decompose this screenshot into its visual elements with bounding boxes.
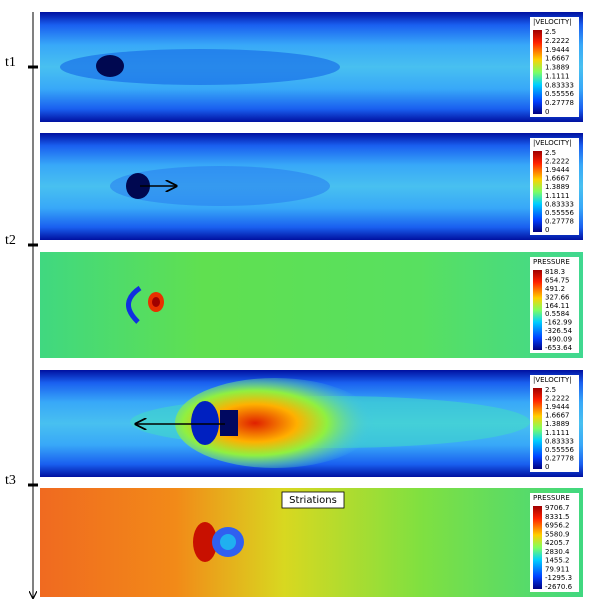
legend-tick: 0.27778 — [545, 454, 574, 462]
legend-tick: 0.27778 — [545, 217, 574, 225]
legend-tick: 79.911 — [545, 565, 570, 573]
legend-tick: 1.9444 — [545, 166, 570, 174]
time-label: t3 — [5, 473, 16, 488]
legend-tick: 0.83333 — [545, 437, 574, 445]
legend-tick: -653.64 — [545, 344, 573, 352]
legend-tick: 2.5 — [545, 386, 556, 394]
legend-tick: 1.3889 — [545, 64, 570, 72]
panel-2 — [40, 133, 583, 240]
legend-tick: 1.3889 — [545, 420, 570, 428]
legend-tick: 2.2222 — [545, 395, 570, 403]
legend-tick: -1295.3 — [545, 574, 572, 582]
time-tick — [28, 65, 38, 69]
annotation: Striations — [289, 495, 337, 506]
colorbar — [533, 506, 542, 589]
legend-tick: 1.9444 — [545, 403, 570, 411]
legend-tick: 9706.7 — [545, 504, 570, 512]
legend-title: |VELOCITY| — [533, 376, 572, 384]
legend-tick: 6956.2 — [545, 522, 570, 530]
legend-tick: -162.99 — [545, 319, 572, 327]
colorbar — [533, 151, 542, 232]
legend-title: PRESSURE — [533, 494, 570, 502]
legend-tick: 164.11 — [545, 302, 570, 310]
legend-tick: 2.2222 — [545, 37, 570, 45]
legend-tick: 8331.5 — [545, 513, 570, 521]
legend-tick: -326.54 — [545, 327, 573, 335]
legend-tick: -490.09 — [545, 336, 572, 344]
legend-tick: 491.2 — [545, 285, 565, 293]
panel-4 — [40, 370, 583, 477]
legend-tick: 654.75 — [545, 276, 570, 284]
legend-tick: 1.9444 — [545, 46, 570, 54]
legend-tick: 2.5 — [545, 149, 556, 157]
colorbar — [533, 388, 542, 469]
panel-1 — [40, 12, 583, 122]
legend-tick: 0.83333 — [545, 81, 574, 89]
legend-tick: 4205.7 — [545, 539, 570, 547]
legend-tick: 327.66 — [545, 293, 570, 301]
legend-tick: 0.55556 — [545, 446, 574, 454]
legend-title: PRESSURE — [533, 258, 570, 266]
legend-tick: 0.55556 — [545, 90, 574, 98]
legend-tick: 2.5 — [545, 28, 556, 36]
legend-tick: 2830.4 — [545, 548, 570, 556]
legend-title: |VELOCITY| — [533, 139, 572, 147]
legend-tick: 0.27778 — [545, 99, 574, 107]
legend-tick: -2670.6 — [545, 583, 573, 591]
time-tick — [28, 243, 38, 247]
legend-tick: 1.6667 — [545, 412, 570, 420]
panel-5 — [40, 488, 583, 597]
legend-tick: 1.3889 — [545, 183, 570, 191]
legend-tick: 1.6667 — [545, 55, 570, 63]
legend-tick: 818.3 — [545, 268, 565, 276]
legend-tick: 0.5584 — [545, 310, 570, 318]
legend-title: |VELOCITY| — [533, 18, 572, 26]
legend-tick: 5580.9 — [545, 530, 570, 538]
legend-tick: 1455.2 — [545, 557, 570, 565]
legend-tick: 0.55556 — [545, 209, 574, 217]
panel-3 — [40, 252, 583, 358]
time-tick — [28, 483, 38, 487]
legend-tick: 0.83333 — [545, 200, 574, 208]
legend-tick: 1.1111 — [545, 192, 570, 200]
legend-tick: 2.2222 — [545, 158, 570, 166]
legend-tick: 0 — [545, 108, 549, 116]
time-label: t1 — [5, 55, 16, 70]
colorbar — [533, 30, 542, 114]
legend-tick: 0 — [545, 463, 549, 471]
legend-tick: 1.6667 — [545, 175, 570, 183]
legend-tick: 1.1111 — [545, 72, 570, 80]
legend-tick: 0 — [545, 226, 549, 234]
legend-tick: 1.1111 — [545, 429, 570, 437]
time-label: t2 — [5, 233, 16, 248]
colorbar — [533, 270, 542, 350]
